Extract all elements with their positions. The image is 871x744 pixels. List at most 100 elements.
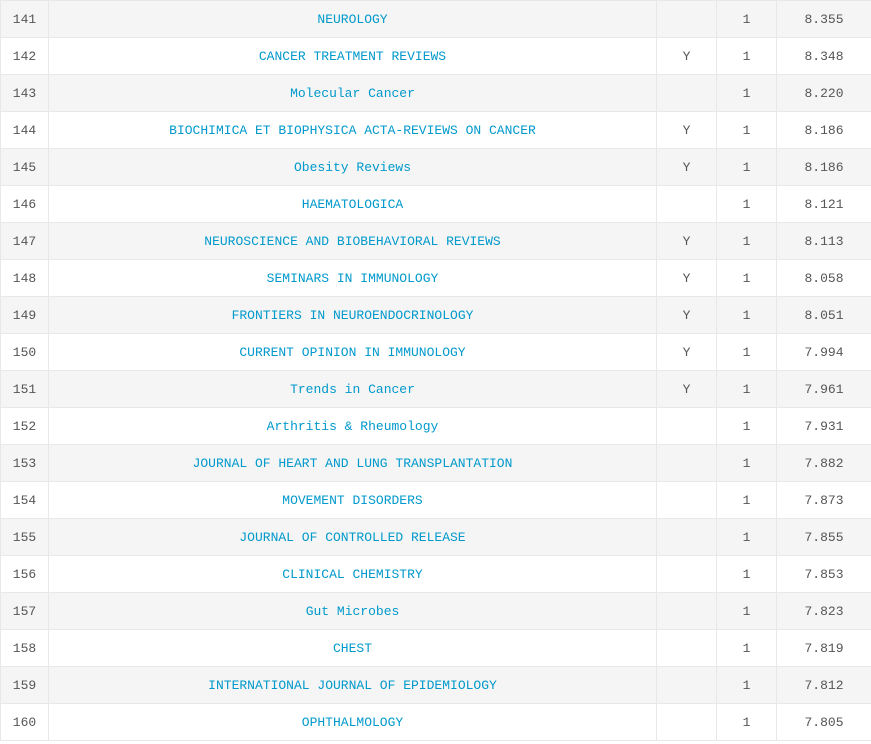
rank-cell: 151 xyxy=(1,371,49,408)
score-cell: 8.186 xyxy=(777,112,871,149)
name-cell: CURRENT OPINION IN IMMUNOLOGY xyxy=(49,334,657,371)
journal-link[interactable]: Obesity Reviews xyxy=(294,160,411,175)
journal-link[interactable]: BIOCHIMICA ET BIOPHYSICA ACTA-REVIEWS ON… xyxy=(169,123,536,138)
flag-cell xyxy=(657,408,717,445)
num-cell: 1 xyxy=(717,704,777,741)
journal-link[interactable]: Molecular Cancer xyxy=(290,86,415,101)
journal-link[interactable]: NEUROSCIENCE AND BIOBEHAVIORAL REVIEWS xyxy=(204,234,500,249)
num-cell: 1 xyxy=(717,593,777,630)
score-cell: 8.121 xyxy=(777,186,871,223)
table-row: 153 JOURNAL OF HEART AND LUNG TRANSPLANTA… xyxy=(1,445,871,482)
journal-link[interactable]: OPHTHALMOLOGY xyxy=(302,715,403,730)
journal-link[interactable]: INTERNATIONAL JOURNAL OF EPIDEMIOLOGY xyxy=(208,678,497,693)
score-cell: 7.805 xyxy=(777,704,871,741)
flag-cell xyxy=(657,186,717,223)
rank-cell: 155 xyxy=(1,519,49,556)
rank-cell: 149 xyxy=(1,297,49,334)
num-cell: 1 xyxy=(717,149,777,186)
flag-cell xyxy=(657,519,717,556)
name-cell: SEMINARS IN IMMUNOLOGY xyxy=(49,260,657,297)
flag-cell: Y xyxy=(657,149,717,186)
table-row: 147 NEUROSCIENCE AND BIOBEHAVIORAL REVIEW… xyxy=(1,223,871,260)
journal-link[interactable]: MOVEMENT DISORDERS xyxy=(282,493,422,508)
score-cell: 7.855 xyxy=(777,519,871,556)
journal-link[interactable]: CHEST xyxy=(333,641,372,656)
journal-link[interactable]: Trends in Cancer xyxy=(290,382,415,397)
journal-link[interactable]: Gut Microbes xyxy=(306,604,400,619)
name-cell: NEUROSCIENCE AND BIOBEHAVIORAL REVIEWS xyxy=(49,223,657,260)
num-cell: 1 xyxy=(717,186,777,223)
rank-cell: 156 xyxy=(1,556,49,593)
table-row: 148SEMINARS IN IMMUNOLOGYY18.058 xyxy=(1,260,871,297)
flag-cell: Y xyxy=(657,371,717,408)
journal-link[interactable]: SEMINARS IN IMMUNOLOGY xyxy=(267,271,439,286)
score-cell: 8.113 xyxy=(777,223,871,260)
score-cell: 7.994 xyxy=(777,334,871,371)
name-cell: MOVEMENT DISORDERS xyxy=(49,482,657,519)
name-cell: CANCER TREATMENT REVIEWS xyxy=(49,38,657,75)
score-cell: 7.961 xyxy=(777,371,871,408)
name-cell: JOURNAL OF CONTROLLED RELEASE xyxy=(49,519,657,556)
score-cell: 7.812 xyxy=(777,667,871,704)
journal-link[interactable]: FRONTIERS IN NEUROENDOCRINOLOGY xyxy=(232,308,474,323)
num-cell: 1 xyxy=(717,112,777,149)
flag-cell xyxy=(657,445,717,482)
flag-cell: Y xyxy=(657,223,717,260)
table-row: 151Trends in CancerY17.961 xyxy=(1,371,871,408)
name-cell: Arthritis & Rheumology xyxy=(49,408,657,445)
table-row: 154MOVEMENT DISORDERS17.873 xyxy=(1,482,871,519)
rank-cell: 152 xyxy=(1,408,49,445)
journal-link[interactable]: CLINICAL CHEMISTRY xyxy=(282,567,422,582)
flag-cell xyxy=(657,630,717,667)
name-cell: INTERNATIONAL JOURNAL OF EPIDEMIOLOGY xyxy=(49,667,657,704)
rank-cell: 143 xyxy=(1,75,49,112)
journal-link[interactable]: CURRENT OPINION IN IMMUNOLOGY xyxy=(239,345,465,360)
rank-cell: 157 xyxy=(1,593,49,630)
rank-cell: 145 xyxy=(1,149,49,186)
rank-cell: 153 xyxy=(1,445,49,482)
rank-cell: 148 xyxy=(1,260,49,297)
num-cell: 1 xyxy=(717,482,777,519)
journal-link[interactable]: Arthritis & Rheumology xyxy=(267,419,439,434)
num-cell: 1 xyxy=(717,334,777,371)
flag-cell: Y xyxy=(657,334,717,371)
table-row: 157Gut Microbes17.823 xyxy=(1,593,871,630)
flag-cell xyxy=(657,482,717,519)
score-cell: 7.853 xyxy=(777,556,871,593)
name-cell: Gut Microbes xyxy=(49,593,657,630)
num-cell: 1 xyxy=(717,260,777,297)
num-cell: 1 xyxy=(717,1,777,38)
rank-cell: 154 xyxy=(1,482,49,519)
num-cell: 1 xyxy=(717,408,777,445)
name-cell: HAEMATOLOGICA xyxy=(49,186,657,223)
name-cell: OPHTHALMOLOGY xyxy=(49,704,657,741)
name-cell: BIOCHIMICA ET BIOPHYSICA ACTA-REVIEWS ON… xyxy=(49,112,657,149)
table-row: 142CANCER TREATMENT REVIEWSY18.348 xyxy=(1,38,871,75)
rank-cell: 150 xyxy=(1,334,49,371)
rank-cell: 147 xyxy=(1,223,49,260)
name-cell: FRONTIERS IN NEUROENDOCRINOLOGY xyxy=(49,297,657,334)
journal-link[interactable]: JOURNAL OF HEART AND LUNG TRANSPLANTATIO… xyxy=(193,456,513,471)
journal-link[interactable]: JOURNAL OF CONTROLLED RELEASE xyxy=(239,530,465,545)
name-cell: JOURNAL OF HEART AND LUNG TRANSPLANTATIO… xyxy=(49,445,657,482)
table-row: 141NEUROLOGY18.355 xyxy=(1,1,871,38)
table-row: 156 CLINICAL CHEMISTRY 17.853 xyxy=(1,556,871,593)
flag-cell xyxy=(657,75,717,112)
score-cell: 8.348 xyxy=(777,38,871,75)
journal-link[interactable]: CANCER TREATMENT REVIEWS xyxy=(259,49,446,64)
flag-cell xyxy=(657,667,717,704)
journal-link[interactable]: HAEMATOLOGICA xyxy=(302,197,403,212)
name-cell: Obesity Reviews xyxy=(49,149,657,186)
num-cell: 1 xyxy=(717,223,777,260)
journal-table: 141NEUROLOGY18.355142CANCER TREATMENT RE… xyxy=(0,0,871,741)
num-cell: 1 xyxy=(717,667,777,704)
num-cell: 1 xyxy=(717,38,777,75)
num-cell: 1 xyxy=(717,556,777,593)
rank-cell: 159 xyxy=(1,667,49,704)
table-row: 149FRONTIERS IN NEUROENDOCRINOLOGYY18.05… xyxy=(1,297,871,334)
flag-cell: Y xyxy=(657,112,717,149)
num-cell: 1 xyxy=(717,519,777,556)
journal-link[interactable]: NEUROLOGY xyxy=(317,12,387,27)
flag-cell: Y xyxy=(657,297,717,334)
score-cell: 8.051 xyxy=(777,297,871,334)
